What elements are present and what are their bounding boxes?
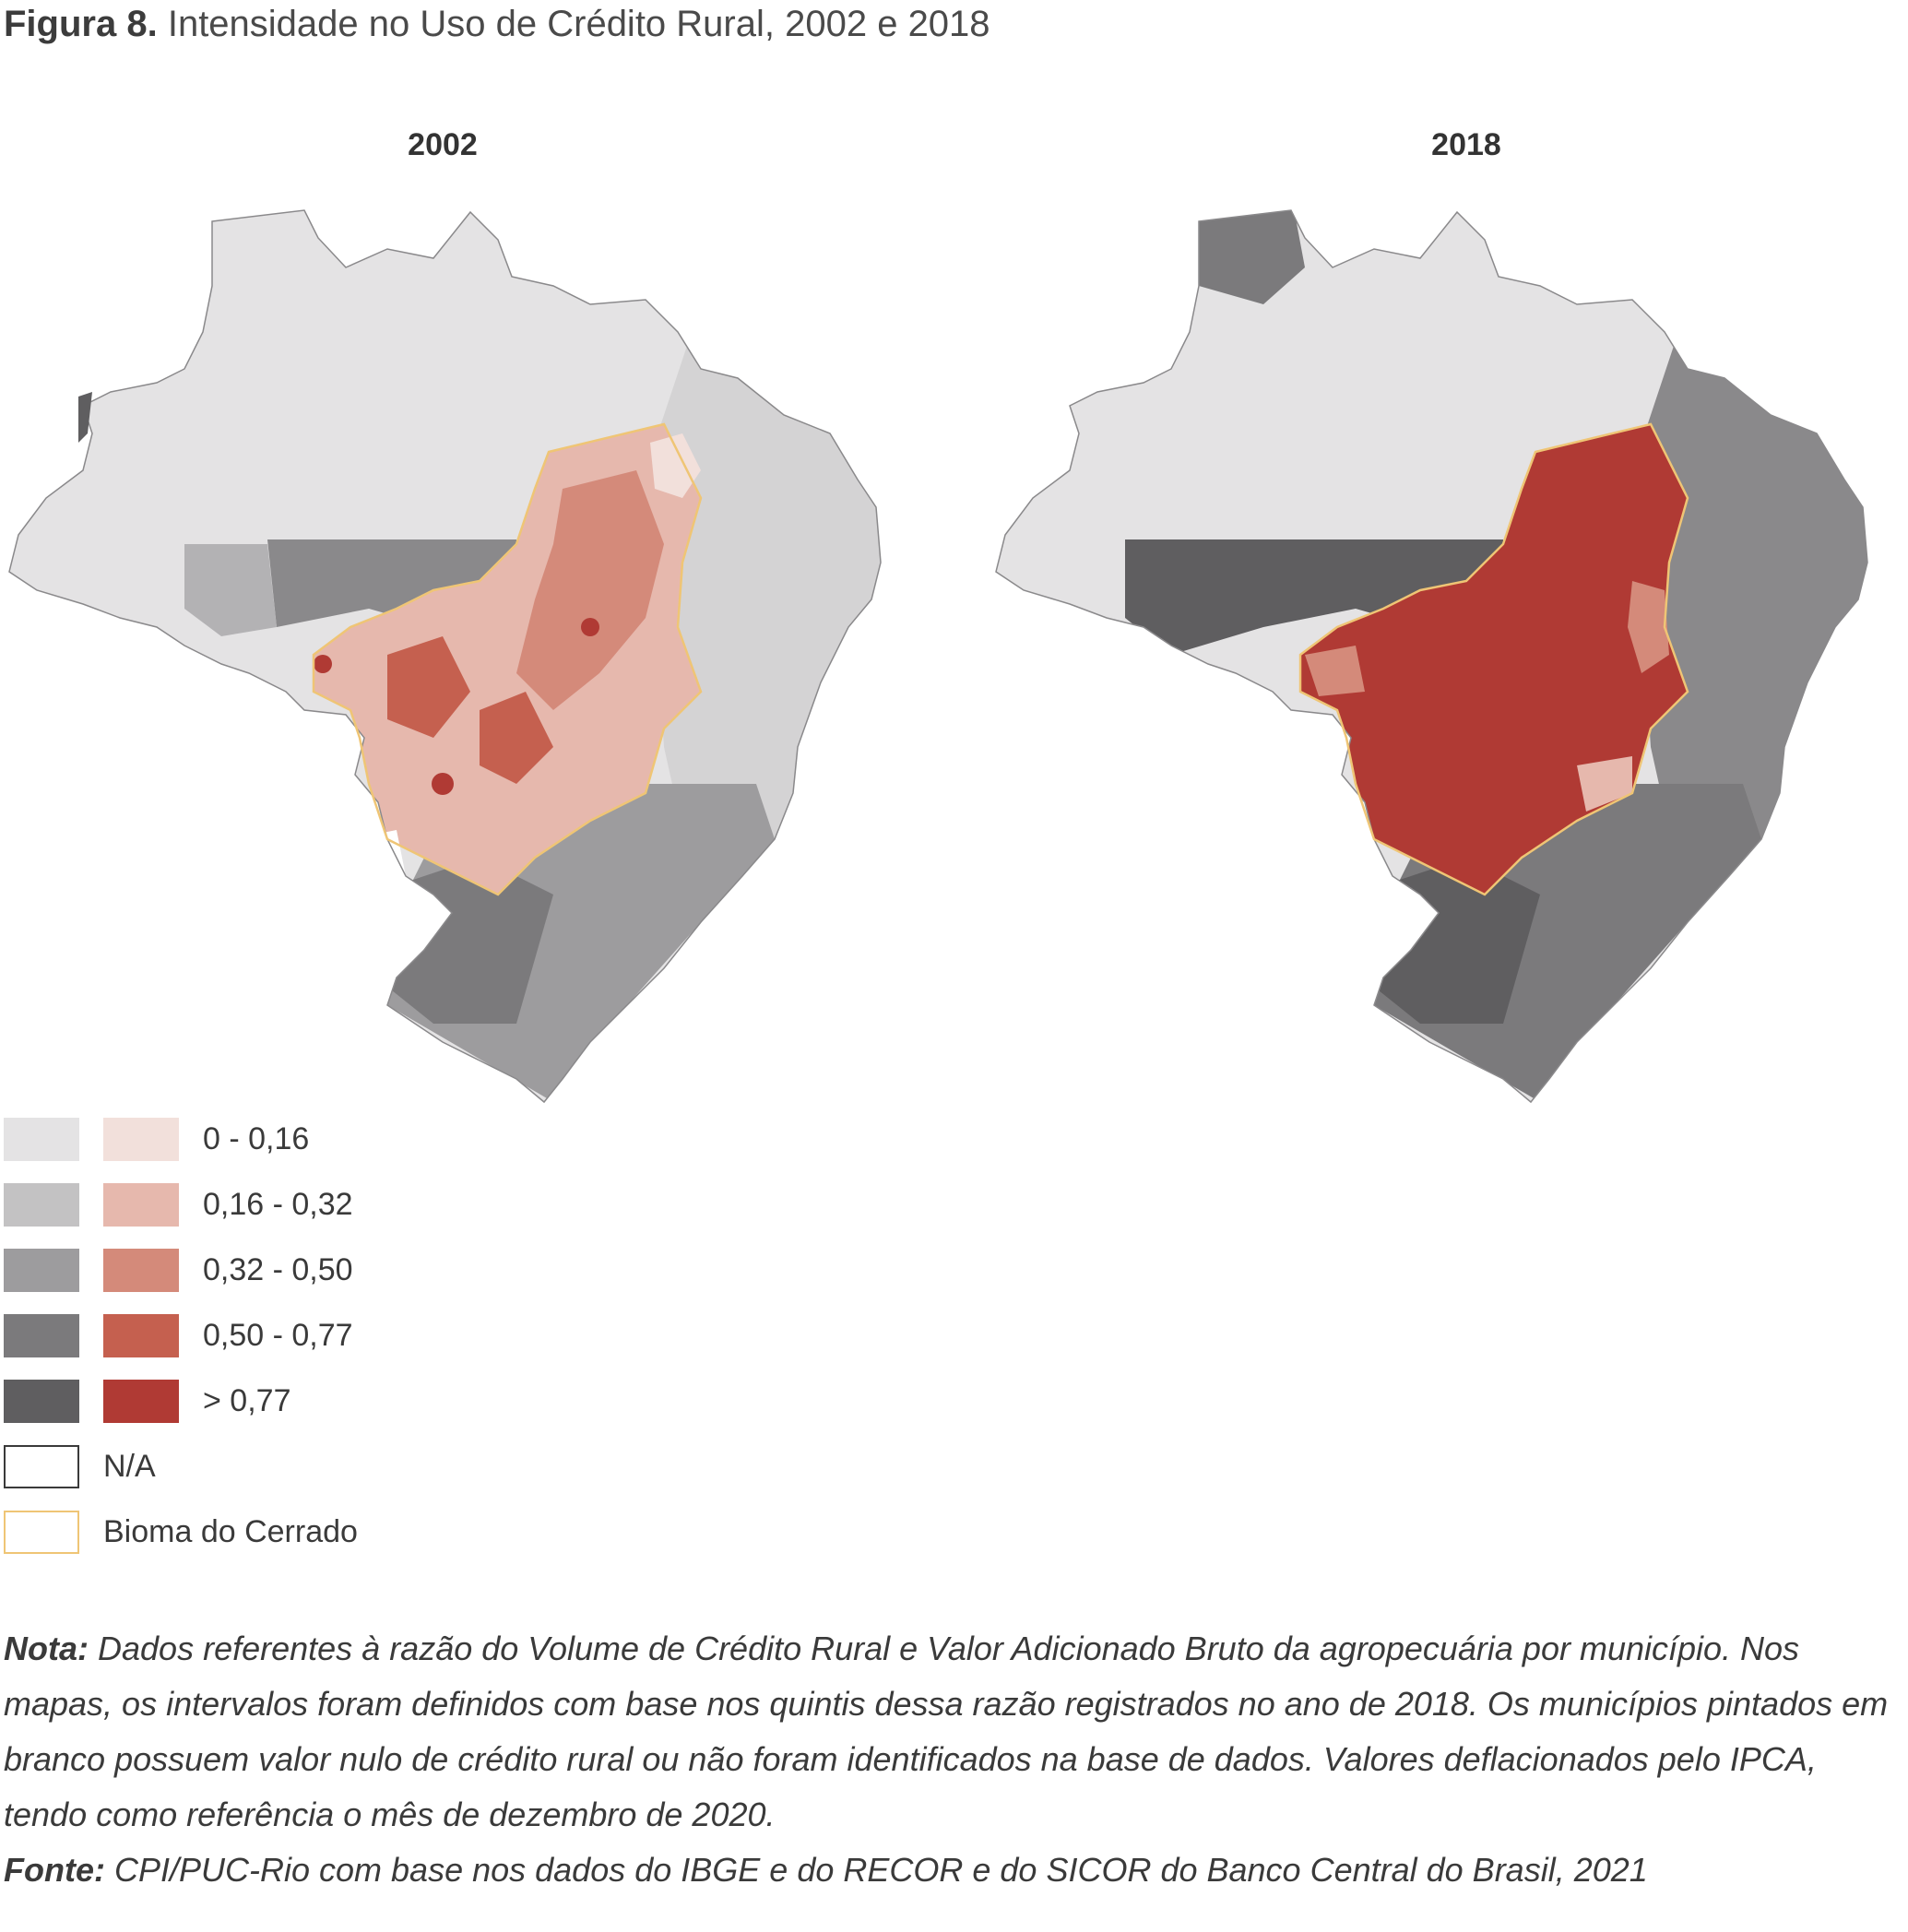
legend-row-na: N/A xyxy=(4,1445,649,1491)
legend-label-na: N/A xyxy=(103,1449,156,1484)
legend-swatch-gray-5 xyxy=(4,1380,79,1423)
cerrado-2002-hot2 xyxy=(480,692,553,784)
map-2018-svg xyxy=(995,209,1868,1103)
legend-label-3: 0,32 - 0,50 xyxy=(203,1252,353,1287)
legend-swatch-cerrado xyxy=(4,1511,79,1554)
nota-label: Nota: xyxy=(4,1630,89,1667)
cerrado-2018-light xyxy=(1628,581,1669,673)
legend-row-2: 0,16 - 0,32 xyxy=(4,1183,649,1229)
legend-swatch-red-5 xyxy=(103,1380,179,1423)
cerrado-2002-spot3 xyxy=(314,655,332,673)
legend-swatch-red-2 xyxy=(103,1183,179,1227)
legend-swatch-red-3 xyxy=(103,1249,179,1292)
map-2018 xyxy=(987,194,1908,1107)
na-patch-1 xyxy=(346,830,406,895)
feature-dark-2002 xyxy=(78,392,92,443)
legend-swatch-red-1 xyxy=(103,1118,179,1161)
legend-swatch-gray-4 xyxy=(4,1314,79,1357)
region-rondonia xyxy=(184,544,277,636)
figure-label: Figura 8. xyxy=(4,4,158,44)
cerrado-2018-west xyxy=(1305,646,1365,696)
legend-label-2: 0,16 - 0,32 xyxy=(203,1187,353,1222)
fonte-label: Fonte: xyxy=(4,1851,105,1889)
region-matogrosso-north-2018 xyxy=(1125,539,1503,655)
legend-row-4: 0,50 - 0,77 xyxy=(4,1314,649,1360)
na-patch-2 xyxy=(231,710,295,793)
legend-swatch-gray-1 xyxy=(4,1118,79,1161)
cerrado-2002-spot2 xyxy=(432,773,454,795)
notes: Nota: Dados referentes à razão do Volume… xyxy=(4,1621,1903,1898)
legend-row-1: 0 - 0,16 xyxy=(4,1118,649,1164)
cerrado-2018-outline xyxy=(1298,422,1689,896)
legend-label-5: > 0,77 xyxy=(203,1383,291,1418)
map-2002-svg xyxy=(8,209,882,1103)
figure-title-text: Intensidade no Uso de Crédito Rural, 200… xyxy=(167,4,990,44)
fonte-text: CPI/PUC-Rio com base nos dados do IBGE e… xyxy=(113,1851,1648,1889)
cerrado-2002-mid xyxy=(516,470,664,710)
nota-text: Dados referentes à razão do Volume de Cr… xyxy=(4,1630,1889,1833)
legend-row-5: > 0,77 xyxy=(4,1380,649,1426)
map-2002-title: 2002 xyxy=(408,127,478,162)
fonte: Fonte: CPI/PUC-Rio com base nos dados do… xyxy=(4,1843,1903,1898)
map-2002 xyxy=(0,194,922,1107)
legend-label-cerrado: Bioma do Cerrado xyxy=(103,1514,358,1549)
cerrado-2002-hot1 xyxy=(387,636,470,738)
legend-label-4: 0,50 - 0,77 xyxy=(203,1318,353,1353)
figure-title: Figura 8. Intensidade no Uso de Crédito … xyxy=(4,0,990,48)
cerrado-2002-spot1 xyxy=(581,618,599,636)
legend-swatch-gray-2 xyxy=(4,1183,79,1227)
cerrado-2002-light xyxy=(650,433,701,498)
cerrado-2018-south xyxy=(1577,756,1632,812)
legend-swatch-red-4 xyxy=(103,1314,179,1357)
legend-label-1: 0 - 0,16 xyxy=(203,1121,310,1156)
map-2018-title: 2018 xyxy=(1431,127,1501,162)
legend-row-cerrado: Bioma do Cerrado xyxy=(4,1511,649,1557)
cerrado-2002-outline xyxy=(312,422,703,896)
legend-row-3: 0,32 - 0,50 xyxy=(4,1249,649,1295)
legend-swatch-gray-3 xyxy=(4,1249,79,1292)
nota: Nota: Dados referentes à razão do Volume… xyxy=(4,1621,1903,1843)
legend-swatch-na xyxy=(4,1445,79,1488)
